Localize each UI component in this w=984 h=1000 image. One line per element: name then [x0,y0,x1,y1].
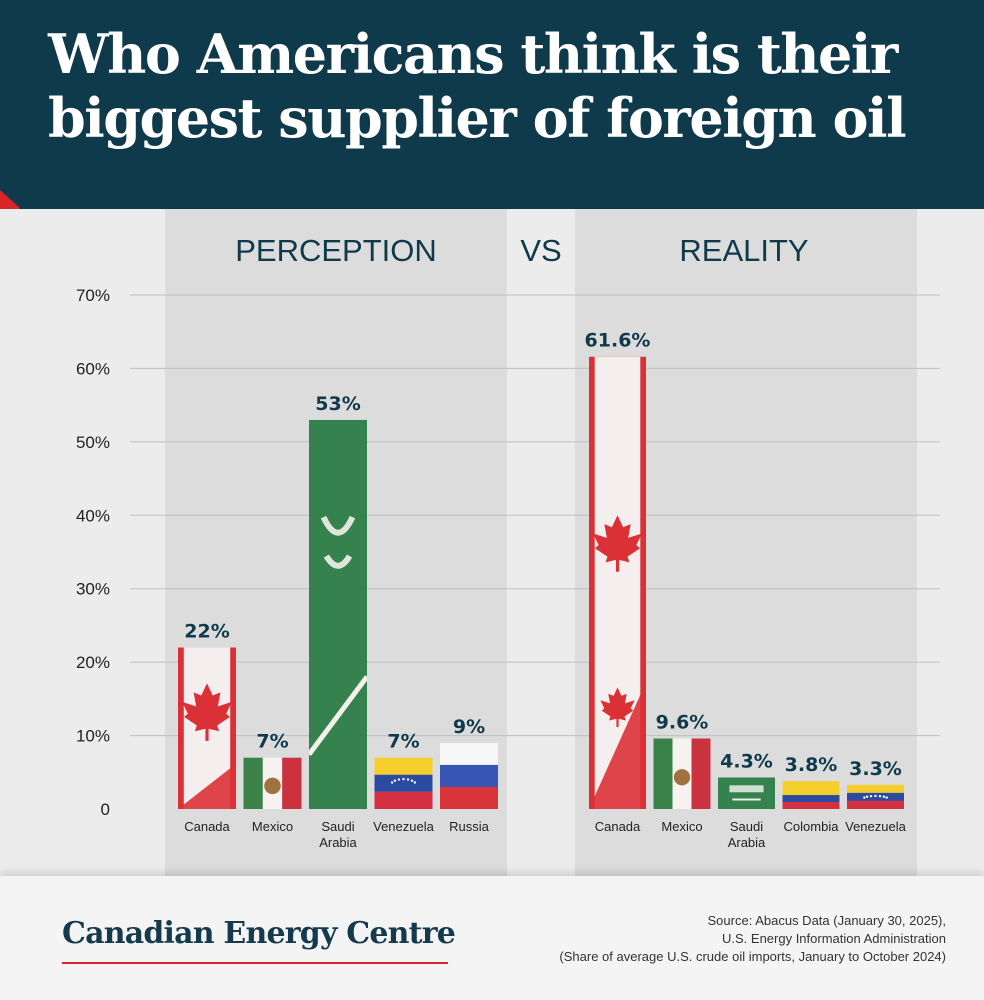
vs-label: VS [520,233,561,268]
title-line-1: Who Americans think is their [48,22,898,86]
brand-logo: Canadian Energy Centre [62,916,456,951]
y-tick-label: 0 [101,800,110,819]
title-line-2: biggest supplier of foreign oil [48,86,907,150]
category-label: Saudi Arabia [728,819,766,850]
bar-reality-venezuela [847,784,904,809]
footer: Canadian Energy Centre Source: Abacus Da… [0,876,984,1000]
data-label: 3.8% [785,754,838,776]
category-label: Saudi Arabia [319,819,357,850]
bar-reality-canada [589,356,646,809]
y-tick-label: 20% [76,653,110,672]
y-tick-label: 50% [76,433,110,452]
y-tick-label: 40% [76,506,110,525]
category-label: Venezuela [845,819,906,834]
y-tick-label: 70% [76,286,110,305]
source-line-2: U.S. Energy Information Administration [722,931,946,946]
panel-title-perception: PERCEPTION [235,233,437,268]
category-label: Russia [449,819,490,834]
chart-area: 0 10% 20% 30% 40% 50% 60% 70% PERCEPTION VS REALIT… [0,209,984,876]
brand-underline [62,962,448,964]
data-label: 53% [315,393,360,415]
bar-reality-saudi-arabia [718,777,775,809]
y-tick-label: 60% [76,359,110,378]
category-label: Venezuela [373,819,434,834]
header: Who Americans think is their biggest sup… [0,0,984,226]
data-label: 9% [453,716,485,738]
data-label: 3.3% [849,758,902,780]
page-title: Who Americans think is their biggest sup… [48,22,948,150]
bar-perception-russia [440,742,498,809]
source-line-1: Source: Abacus Data (January 30, 2025), [707,913,946,928]
panel-title-reality: REALITY [679,233,808,268]
data-label: 7% [256,731,288,753]
bar-reality-colombia [782,781,840,809]
source-note: Source: Abacus Data (January 30, 2025), … [559,912,946,966]
comparison-bar-chart: 0 10% 20% 30% 40% 50% 60% 70% PERCEPTION VS REALIT… [76,209,940,876]
category-label: Mexico [252,819,293,834]
y-tick-label: 30% [76,580,110,599]
data-label: 7% [387,731,419,753]
data-label: 61.6% [585,330,651,352]
y-tick-label: 10% [76,727,110,746]
category-label: Canada [184,819,230,834]
data-label: 9.6% [656,712,709,734]
category-label: Mexico [661,819,702,834]
category-label: Canada [595,819,641,834]
category-label: Colombia [784,819,840,834]
bar-perception-venezuela [374,757,433,809]
bar-perception-saudi-arabia [309,419,367,809]
data-label: 4.3% [720,750,773,772]
bar-reality-mexico [653,738,711,809]
bar-perception-mexico [243,757,302,809]
source-line-3: (Share of average U.S. crude oil imports… [559,949,946,964]
data-label: 22% [184,620,229,642]
bar-perception-canada [178,647,236,809]
